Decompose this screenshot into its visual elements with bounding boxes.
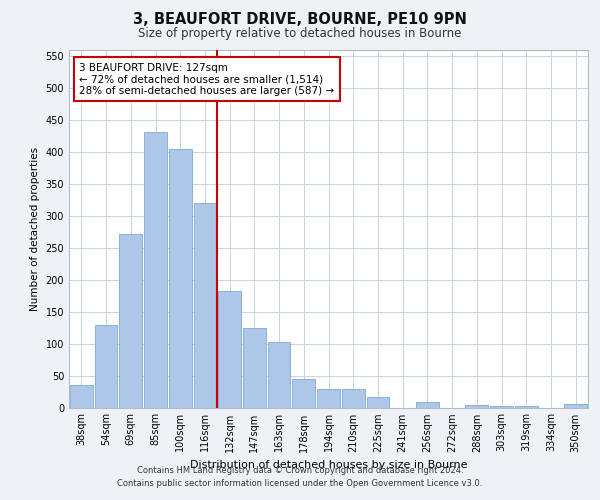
Text: Size of property relative to detached houses in Bourne: Size of property relative to detached ho… <box>139 28 461 40</box>
Text: 3, BEAUFORT DRIVE, BOURNE, PE10 9PN: 3, BEAUFORT DRIVE, BOURNE, PE10 9PN <box>133 12 467 28</box>
Bar <box>564 404 587 407</box>
Bar <box>95 324 118 407</box>
Bar <box>169 149 191 407</box>
Bar <box>144 132 167 407</box>
Bar <box>367 398 389 407</box>
Text: 3 BEAUFORT DRIVE: 127sqm
← 72% of detached houses are smaller (1,514)
28% of sem: 3 BEAUFORT DRIVE: 127sqm ← 72% of detach… <box>79 62 335 96</box>
Bar <box>466 405 488 407</box>
Bar <box>342 389 365 407</box>
Bar <box>218 290 241 408</box>
X-axis label: Distribution of detached houses by size in Bourne: Distribution of detached houses by size … <box>190 460 467 470</box>
Bar <box>515 406 538 407</box>
Bar <box>292 379 315 408</box>
Bar <box>317 389 340 407</box>
Bar <box>194 203 216 408</box>
Bar <box>70 385 93 407</box>
Y-axis label: Number of detached properties: Number of detached properties <box>30 146 40 311</box>
Bar <box>119 234 142 408</box>
Bar <box>243 328 266 407</box>
Bar <box>490 406 513 407</box>
Bar <box>268 342 290 407</box>
Bar <box>416 402 439 407</box>
Text: Contains HM Land Registry data © Crown copyright and database right 2024.
Contai: Contains HM Land Registry data © Crown c… <box>118 466 482 487</box>
